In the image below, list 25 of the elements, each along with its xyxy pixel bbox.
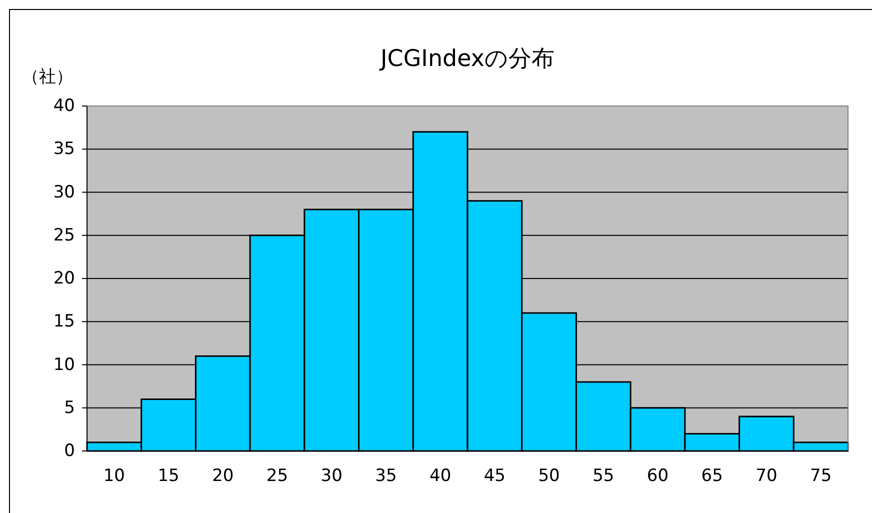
y-tick-label: 20 xyxy=(53,268,75,288)
y-tick-label: 35 xyxy=(53,139,75,160)
y-tick-label: 0 xyxy=(64,441,75,461)
y-axis-title: （社） xyxy=(22,67,73,87)
x-tick-label: 70 xyxy=(756,466,778,486)
x-tick-label: 30 xyxy=(320,466,342,486)
x-tick-label: 60 xyxy=(646,466,669,486)
x-tick-label: 45 xyxy=(484,466,506,486)
y-tick-label: 25 xyxy=(53,225,75,246)
y-tick-label: 5 xyxy=(64,398,75,418)
x-tick-label: 25 xyxy=(266,466,288,486)
y-tick-label: 10 xyxy=(53,354,75,375)
x-tick-label: 55 xyxy=(592,466,614,486)
x-tick-label: 40 xyxy=(430,466,452,486)
x-tick-label: 15 xyxy=(158,466,180,486)
x-tick-label: 10 xyxy=(103,466,125,486)
x-tick-label: 65 xyxy=(701,466,723,486)
x-tick-label: 20 xyxy=(212,466,234,486)
chart-title: JCGIndexの分布 xyxy=(378,46,554,72)
y-tick-label: 15 xyxy=(53,312,75,332)
x-tick-label: 35 xyxy=(375,466,397,486)
x-tick-label: 50 xyxy=(538,466,560,486)
y-tick-label: 40 xyxy=(53,96,75,116)
y-tick-label: 30 xyxy=(53,182,75,202)
x-tick-label: 75 xyxy=(810,466,832,486)
